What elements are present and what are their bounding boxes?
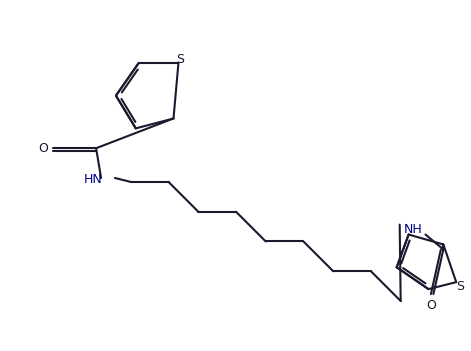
Text: O: O bbox=[39, 142, 49, 155]
Text: S: S bbox=[177, 53, 185, 66]
Text: O: O bbox=[427, 299, 436, 312]
Text: S: S bbox=[456, 280, 464, 293]
Text: HN: HN bbox=[84, 173, 103, 186]
Text: NH: NH bbox=[404, 223, 423, 236]
